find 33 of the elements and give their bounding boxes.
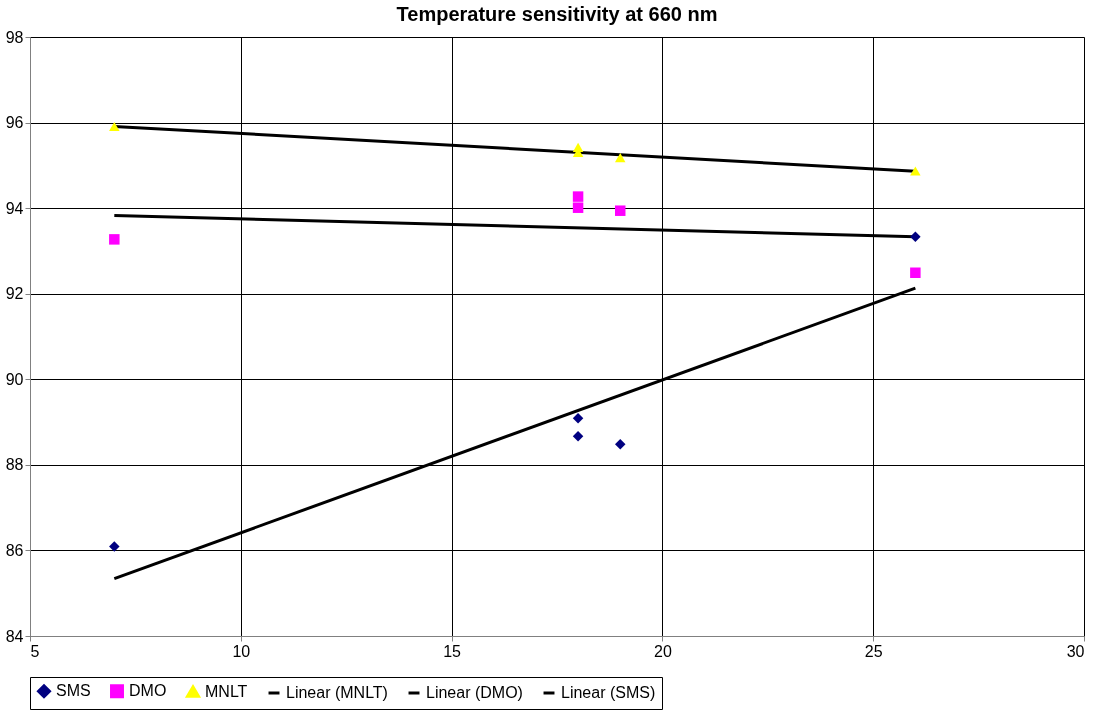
x-tick-label: 30 bbox=[1066, 642, 1085, 660]
chart-title: Temperature sensitivity at 660 nm bbox=[396, 3, 718, 25]
point bbox=[109, 541, 120, 552]
x-tick-label: 10 bbox=[232, 642, 251, 660]
point bbox=[572, 202, 584, 213]
point bbox=[572, 412, 584, 424]
point bbox=[615, 439, 626, 450]
y-tick-label: 90 bbox=[5, 370, 24, 388]
legend-label: SMS bbox=[56, 682, 91, 700]
point bbox=[572, 430, 584, 442]
legend-label: Linear (SMS) bbox=[561, 684, 656, 701]
legend-label: Linear (DMO) bbox=[426, 684, 523, 701]
point bbox=[572, 191, 584, 202]
legend-label: Linear (MNLT) bbox=[286, 684, 388, 701]
y-tick-label: 94 bbox=[5, 199, 24, 217]
legend-label: MNLT bbox=[205, 682, 248, 700]
point bbox=[910, 231, 921, 243]
point bbox=[109, 234, 120, 245]
point bbox=[615, 205, 626, 216]
y-tick-label: 88 bbox=[5, 456, 24, 474]
y-tick-label: 92 bbox=[5, 285, 24, 303]
x-tick-label: 20 bbox=[654, 642, 672, 660]
point bbox=[615, 153, 626, 163]
legend-label: DMO bbox=[129, 682, 167, 700]
point bbox=[109, 121, 120, 131]
y-tick-label: 86 bbox=[5, 541, 24, 559]
x-tick-label: 5 bbox=[30, 642, 40, 660]
point bbox=[910, 267, 921, 278]
y-tick-label: 84 bbox=[5, 627, 24, 645]
y-tick-label: 98 bbox=[5, 28, 24, 46]
x-tick-label: 25 bbox=[864, 642, 883, 660]
x-tick-label: 15 bbox=[443, 642, 462, 660]
y-tick-label: 96 bbox=[5, 114, 24, 132]
